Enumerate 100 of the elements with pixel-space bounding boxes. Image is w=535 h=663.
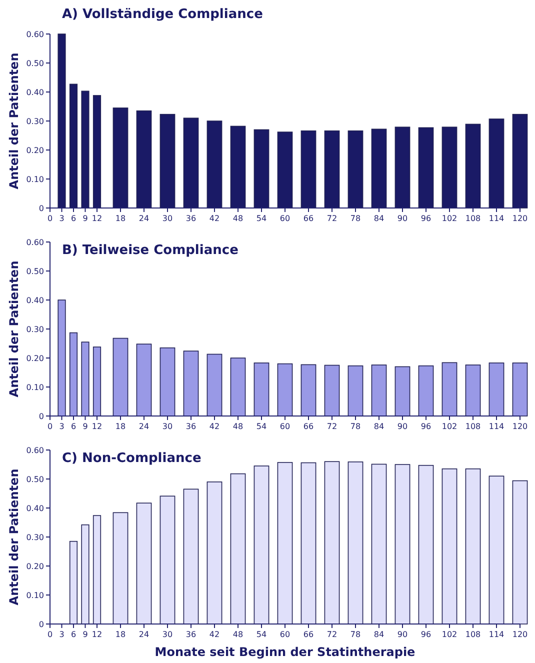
x-tick-label: 108 (465, 422, 481, 431)
x-tick-label: 18 (115, 630, 126, 639)
x-tick-label: 48 (232, 630, 244, 639)
x-tick-label: 9 (82, 214, 88, 223)
x-tick-label: 96 (420, 214, 432, 223)
y-tick-label: 0.60 (26, 30, 44, 39)
x-tick-label: 66 (303, 422, 314, 431)
bar (112, 338, 128, 416)
x-tick-label: 18 (115, 214, 126, 223)
bar (465, 364, 481, 416)
bar (348, 461, 364, 624)
x-tick-label: 9 (82, 630, 88, 639)
y-tick-label: 0.20 (26, 562, 44, 571)
x-tick-label: 48 (232, 422, 244, 431)
x-tick-label: 6 (70, 422, 76, 431)
bar (160, 347, 176, 416)
x-tick-label: 3 (59, 214, 64, 223)
x-tick-label: 66 (303, 214, 314, 223)
y-tick-label: 0.50 (26, 474, 44, 484)
x-axis-title: Monate seit Beginn der Statintherapie (154, 645, 416, 659)
x-tick-label: 102 (442, 214, 458, 223)
x-tick-label: 120 (512, 630, 528, 639)
bar (136, 502, 152, 624)
x-tick-label: 108 (465, 630, 481, 639)
y-tick-label: 0.10 (26, 590, 44, 600)
y-tick-label: 0.60 (26, 446, 44, 455)
bar (371, 364, 387, 416)
chart-title: B) Teilweise Compliance (62, 243, 239, 258)
bar (488, 476, 504, 624)
x-tick-label: 108 (465, 214, 481, 223)
x-tick-label: 60 (280, 630, 290, 639)
x-tick-label: 24 (138, 214, 150, 223)
bar (136, 344, 152, 416)
y-tick-label: 0.10 (26, 174, 44, 184)
x-tick-label: 6 (70, 214, 76, 223)
x-tick-label: 120 (512, 422, 528, 431)
x-tick-label: 78 (350, 422, 361, 431)
x-tick-label: 90 (397, 630, 408, 639)
x-tick-label: 96 (420, 630, 432, 639)
x-tick-label: 9 (82, 422, 88, 431)
x-tick-label: 78 (350, 214, 361, 223)
bar (230, 358, 246, 416)
bar (206, 482, 222, 624)
bar (442, 362, 458, 416)
x-tick-label: 0 (47, 214, 53, 223)
y-tick-label: 0 (38, 412, 44, 421)
x-tick-label: 90 (397, 214, 408, 223)
bar (254, 466, 270, 624)
y-tick-label: 0.30 (26, 324, 44, 334)
bar (324, 461, 340, 624)
x-tick-label: 6 (70, 630, 76, 639)
bar (277, 363, 293, 416)
x-tick-label: 42 (209, 630, 220, 639)
bar (371, 464, 387, 624)
x-tick-label: 3 (59, 422, 64, 431)
y-tick-label: 0.50 (26, 58, 44, 68)
x-tick-label: 36 (186, 422, 196, 431)
bar (394, 366, 410, 416)
y-tick-label: 0.60 (26, 238, 44, 247)
bar (183, 350, 199, 416)
y-axis-title: Anteil der Patienten (7, 52, 21, 190)
x-tick-label: 60 (280, 422, 290, 431)
bar (277, 462, 293, 624)
x-tick-label: 54 (256, 630, 267, 639)
bar (465, 468, 481, 624)
x-tick-label: 42 (209, 422, 220, 431)
chart-title: C) Non-Compliance (62, 451, 202, 466)
x-tick-label: 12 (92, 214, 102, 223)
x-tick-label: 78 (350, 630, 361, 639)
bar (418, 464, 434, 624)
x-tick-label: 0 (47, 630, 53, 639)
bar (254, 362, 270, 416)
x-tick-label: 24 (138, 630, 150, 639)
x-tick-label: 60 (280, 214, 290, 223)
bar (300, 364, 316, 416)
y-tick-label: 0.40 (26, 296, 44, 305)
x-tick-label: 36 (186, 214, 196, 223)
x-tick-label: 30 (162, 630, 173, 639)
bar (160, 496, 176, 624)
x-tick-label: 96 (420, 422, 432, 431)
bar (394, 464, 410, 624)
bar (300, 462, 316, 624)
x-tick-label: 48 (232, 214, 244, 223)
bar (348, 365, 364, 416)
x-tick-label: 84 (374, 422, 384, 431)
x-tick-label: 42 (209, 214, 220, 223)
bar (324, 364, 340, 416)
x-tick-label: 114 (488, 422, 504, 431)
x-tick-label: 66 (303, 630, 314, 639)
y-tick-label: 0.30 (26, 532, 44, 542)
y-tick-label: 0.40 (26, 504, 44, 513)
y-tick-label: 0.20 (26, 146, 44, 155)
x-tick-label: 3 (59, 630, 64, 639)
x-tick-label: 12 (92, 630, 102, 639)
x-tick-label: 102 (442, 630, 458, 639)
x-tick-label: 54 (256, 214, 267, 223)
bar (418, 365, 434, 416)
bar (112, 512, 128, 624)
bar (230, 473, 246, 624)
y-axis-title: Anteil der Patienten (7, 260, 21, 398)
